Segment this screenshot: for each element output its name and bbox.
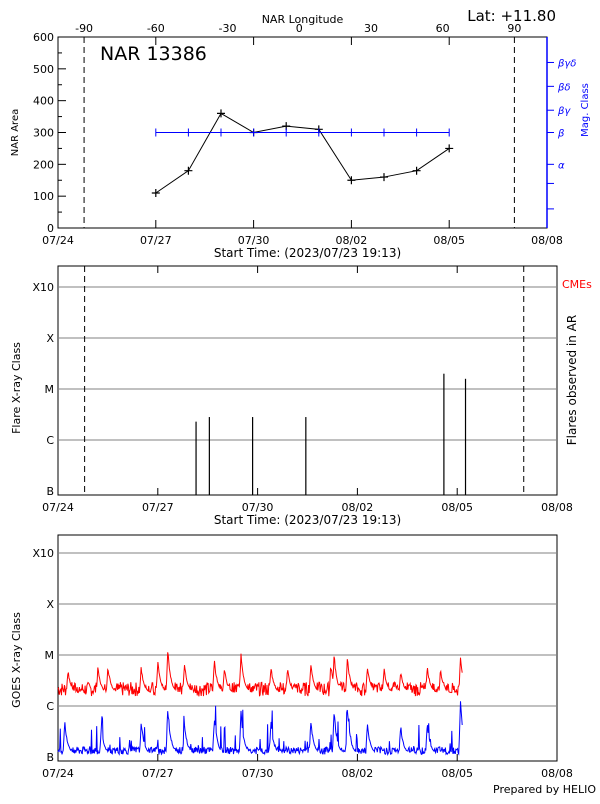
plot-frame <box>57 534 558 762</box>
x-axis-title: Start Time: (2023/07/23 19:13) <box>214 513 401 527</box>
longitude-tick-label: -90 <box>75 22 93 35</box>
x-tick-label: 08/02 <box>342 767 374 780</box>
longitude-tick-label: 90 <box>507 22 521 35</box>
nar-area-line <box>155 112 450 194</box>
nar-area-point <box>445 144 454 153</box>
x-tick-label: 08/05 <box>433 234 465 247</box>
mag-class-label: βγδ <box>557 58 576 69</box>
goes-short-line <box>57 701 463 756</box>
nar-area-point <box>151 188 160 197</box>
y-tick-label: 100 <box>33 190 54 203</box>
latitude-label: Lat: +11.80 <box>467 7 556 25</box>
class-tick-label: B <box>46 485 54 498</box>
chart-title: NAR 13386 <box>100 43 207 65</box>
class-tick-label: X <box>46 598 54 611</box>
longitude-tick-label: -30 <box>219 22 237 35</box>
x-tick-label: 07/27 <box>142 501 174 514</box>
x-tick-label: 07/30 <box>238 234 270 247</box>
x-axis-title: Start Time: (2023/07/23 19:13) <box>214 246 401 260</box>
x-tick-label: 08/08 <box>541 767 573 780</box>
x-tick-label: 08/02 <box>336 234 368 247</box>
x-tick-label: 07/27 <box>142 767 174 780</box>
x-tick-label: 08/05 <box>441 501 473 514</box>
class-tick-label: C <box>46 434 54 447</box>
nar-area-point <box>184 166 193 175</box>
x-tick-label: 08/08 <box>531 234 563 247</box>
nar-area-point <box>347 176 356 185</box>
y-axis-title: NAR Area <box>10 109 21 156</box>
x-tick-label: 08/08 <box>541 501 573 514</box>
mag-class-label: βδ <box>557 82 571 93</box>
longitude-tick-label: -60 <box>147 22 165 35</box>
x-tick-label: 07/24 <box>42 501 74 514</box>
flare-class-panel: B C M X X10 07/24 07/27 07/30 08/02 08/05 08/08 Sta… <box>10 246 592 527</box>
nar-area-point <box>380 173 388 182</box>
longitude-tick-label: 60 <box>436 22 450 35</box>
x-tick-label: 08/05 <box>441 767 473 780</box>
class-tick-label: M <box>45 649 55 662</box>
y2-axis-title: Flares observed in AR <box>565 315 579 445</box>
nar-area-point <box>217 109 225 118</box>
cme-legend-label: CMEs <box>562 278 592 291</box>
y-tick-label: 300 <box>33 127 54 140</box>
mag-class-label: α <box>558 160 565 171</box>
y-tick-label: 200 <box>33 158 54 171</box>
x-tick-label: 07/30 <box>242 767 274 780</box>
goes-xray-panel: B C M X X10 07/24 07/27 07/30 08/02 08/05 08/08 GOE… <box>10 534 573 780</box>
x-tick-label: 07/24 <box>42 767 74 780</box>
longitude-tick-label: 30 <box>364 22 378 35</box>
credit-label: Prepared by HELIO <box>493 783 596 796</box>
class-tick-label: X10 <box>32 281 54 294</box>
goes-long-line <box>57 652 463 697</box>
nar-area-panel: 07/24 07/27 07/30 08/02 08/05 08/08 -90 -60 -30 0… <box>10 13 591 247</box>
class-tick-label: M <box>45 383 55 396</box>
top-axis-title: NAR Longitude <box>262 13 344 26</box>
y-axis-title: GOES X-ray Class <box>10 612 23 708</box>
mag-class-label: β <box>557 129 565 140</box>
y-tick-label: 0 <box>47 222 54 235</box>
class-tick-label: B <box>46 751 54 764</box>
class-tick-label: X <box>46 332 54 345</box>
x-tick-label: 07/30 <box>242 501 274 514</box>
x-tick-label: 08/02 <box>342 501 374 514</box>
x-tick-label: 07/27 <box>140 234 172 247</box>
y2-axis-title: Mag. Class <box>580 83 591 137</box>
mag-class-label: βγ <box>557 106 571 117</box>
longitude-tick-label: 0 <box>296 22 303 35</box>
class-tick-label: C <box>46 700 54 713</box>
nar-area-point <box>412 166 421 175</box>
y-tick-label: 600 <box>33 31 54 44</box>
y-tick-label: 500 <box>33 63 54 76</box>
y-axis-title: Flare X-ray Class <box>10 342 23 434</box>
x-tick-label: 07/24 <box>42 234 74 247</box>
y-tick-label: 400 <box>33 95 54 108</box>
plot-frame <box>57 265 558 496</box>
class-tick-label: X10 <box>32 547 54 560</box>
